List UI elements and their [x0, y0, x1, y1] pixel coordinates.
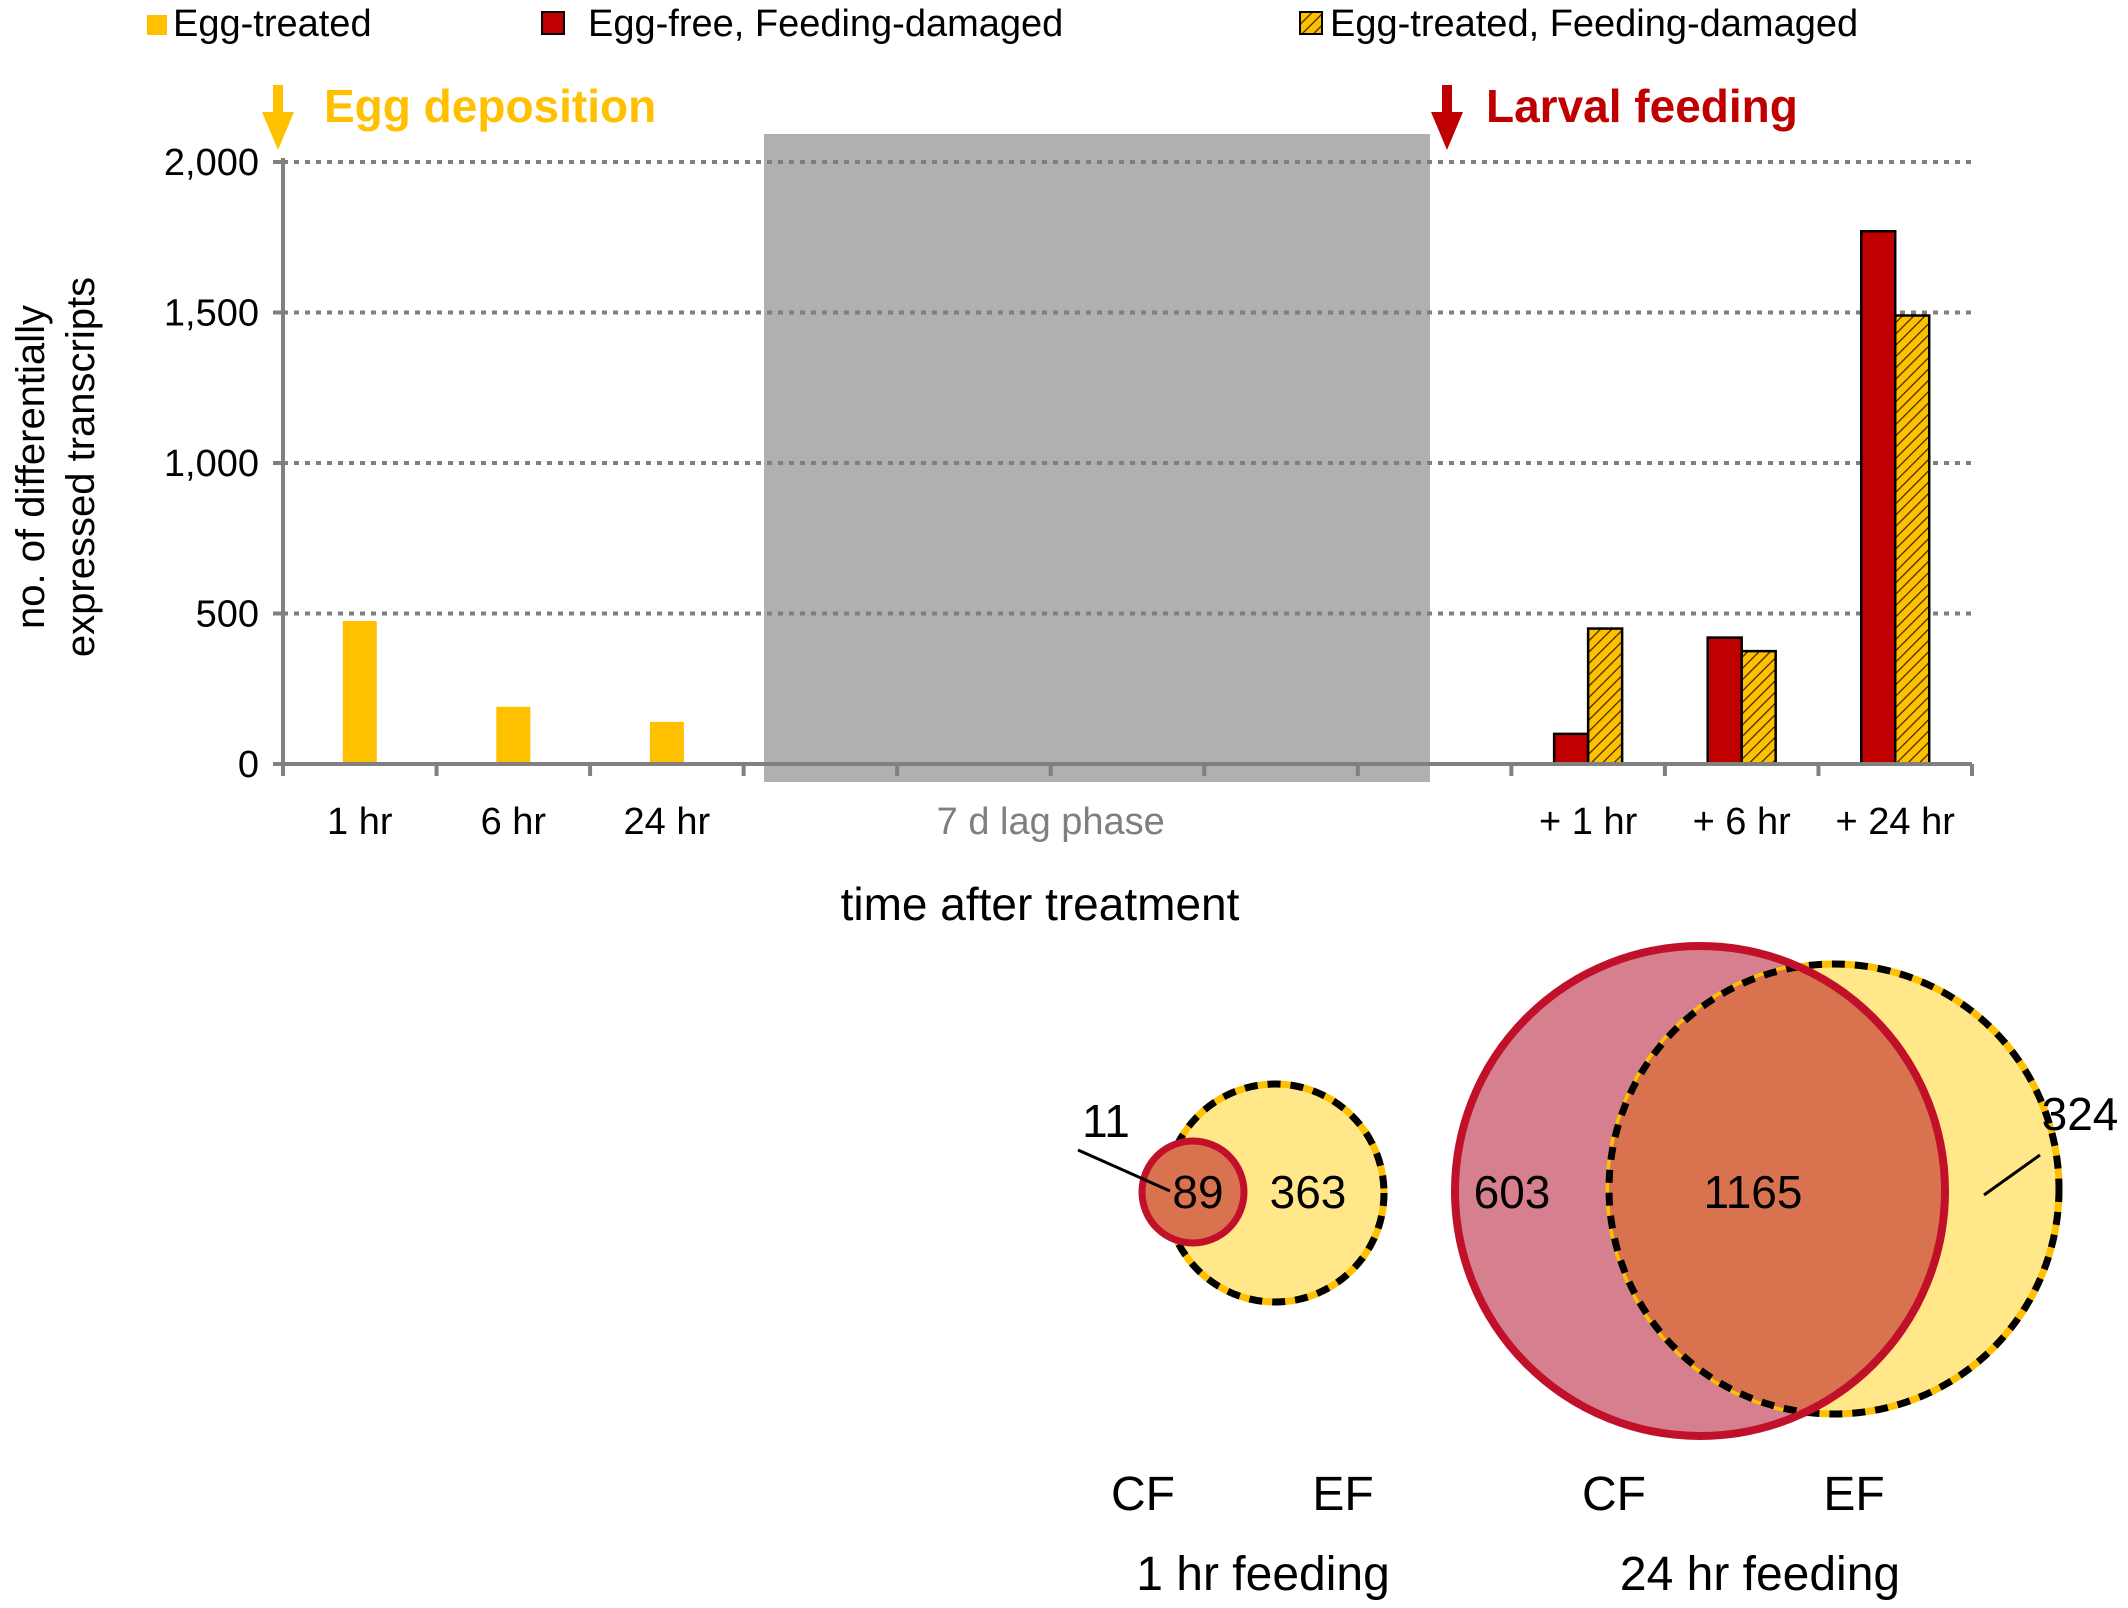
- y-tick-label: 2,000: [164, 142, 259, 184]
- legend-item-egg-treated-feeding-damaged: Egg-treated, Feeding-damaged: [1299, 3, 1858, 45]
- venn-callout-line: [1077, 1148, 1171, 1193]
- legend-swatch-egg-free: [541, 11, 565, 35]
- legend-swatch-hatched: [1299, 11, 1323, 35]
- venn-title: 1 hr feeding: [1136, 1548, 1390, 1601]
- venn-overlap-value: 1165: [1704, 1166, 1803, 1218]
- y-tick-label: 0: [238, 744, 259, 786]
- venn-title: 24 hr feeding: [1620, 1548, 1900, 1601]
- venn-only-cf-value: 11: [1082, 1095, 1130, 1147]
- x-tick-label: 24 hr: [624, 801, 711, 843]
- bar: [1893, 314, 1931, 766]
- x-axis-title: time after treatment: [841, 878, 1240, 930]
- bar: [496, 706, 531, 764]
- bar: [1552, 732, 1590, 766]
- venn-set-cf-label: CF: [1582, 1468, 1646, 1521]
- venn-1hr-feeding: 11 89 363 CF EF 1 hr feeding: [1077, 1080, 1390, 1601]
- x-tick-label: 1 hr: [327, 801, 393, 843]
- y-tick-label: 1,500: [164, 293, 259, 335]
- bars: [342, 229, 1931, 766]
- venn-only-cf-value: 603: [1474, 1166, 1551, 1218]
- venn-cf-outline: [1451, 942, 1949, 1440]
- venn-set-ef-label: EF: [1823, 1468, 1884, 1521]
- venn-callout-line: [1983, 1153, 2041, 1197]
- egg-deposition-label: Egg deposition: [324, 80, 656, 132]
- venn-set-ef-label: EF: [1312, 1468, 1373, 1521]
- bar: [342, 621, 377, 764]
- legend-label: Egg-treated: [173, 3, 372, 45]
- legend-swatch-egg-treated: [147, 15, 167, 35]
- y-tick-label: 1,000: [164, 443, 259, 485]
- down-arrow-icon: [262, 85, 294, 150]
- egg-deposition-annotation: Egg deposition: [262, 80, 656, 150]
- legend: Egg-treated Egg-free, Feeding-damaged Eg…: [147, 3, 1858, 45]
- venn-24hr-feeding: 603 1165 324 CF EF 24 hr feeding: [1451, 942, 2119, 1601]
- bar: [1586, 627, 1624, 766]
- x-tick-label: + 6 hr: [1693, 801, 1792, 843]
- larval-feeding-annotation: Larval feeding: [1431, 80, 1798, 150]
- venn-set-cf-label: CF: [1111, 1468, 1175, 1521]
- axes: [273, 158, 1974, 776]
- legend-item-egg-free-feeding-damaged: Egg-free, Feeding-damaged: [541, 3, 1063, 45]
- venn-ef-circle-dash: [1605, 960, 2063, 1418]
- bar: [1740, 649, 1777, 766]
- y-axis-title-line2: expressed transcripts: [59, 277, 103, 657]
- bar: [1859, 229, 1897, 766]
- x-tick-label: 6 hr: [481, 801, 547, 843]
- legend-label: Egg-treated, Feeding-damaged: [1330, 3, 1858, 45]
- y-tick-label: 500: [196, 594, 259, 636]
- lag-phase-shade: [764, 134, 1430, 782]
- venn-only-ef-value: 324: [2042, 1088, 2119, 1140]
- venn-overlap-fill: [1609, 964, 1945, 1414]
- venn-ef-circle-dash: [1162, 1080, 1388, 1306]
- legend-item-egg-treated: Egg-treated: [147, 3, 372, 45]
- venn-cf-circle: [1138, 1137, 1248, 1247]
- bar: [1706, 636, 1743, 766]
- down-arrow-icon: [1431, 85, 1463, 150]
- venn-overlap-value: 89: [1172, 1166, 1223, 1218]
- x-tick-label: 7 d lag phase: [937, 801, 1165, 843]
- y-axis-title-line1: no. of differentially: [9, 305, 53, 629]
- tick-labels: 0 500 1,000 1,500 2,000 1 hr 6 hr 24 hr 7 d lag …: [164, 142, 1955, 843]
- bar: [649, 721, 684, 764]
- y-axis-title: no. of differentially expressed transcri…: [9, 277, 103, 657]
- venn-only-ef-value: 363: [1270, 1166, 1347, 1218]
- legend-label: Egg-free, Feeding-damaged: [588, 3, 1063, 45]
- larval-feeding-label: Larval feeding: [1486, 80, 1798, 132]
- x-tick-label: + 24 hr: [1836, 801, 1956, 843]
- x-tick-label: + 1 hr: [1539, 801, 1638, 843]
